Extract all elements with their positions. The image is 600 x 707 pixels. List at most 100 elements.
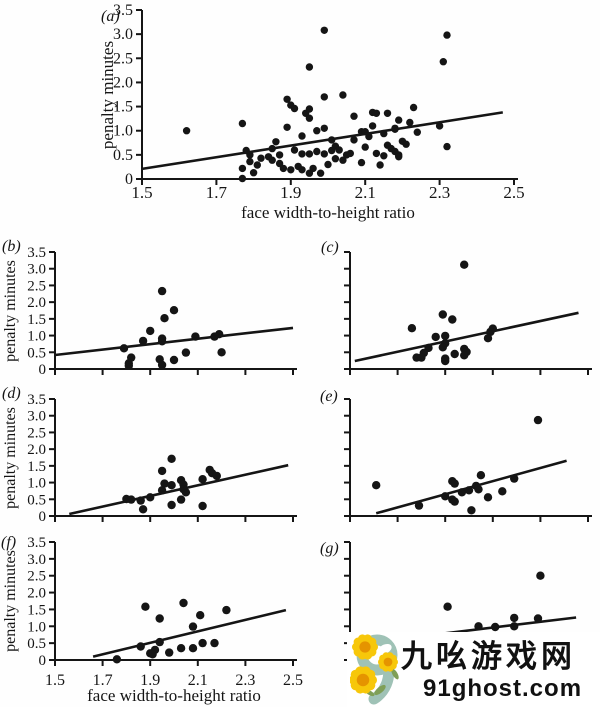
scatter-point — [407, 324, 417, 333]
scatter-point — [350, 112, 358, 120]
logo-flower — [352, 634, 378, 660]
scatter-point — [383, 109, 392, 118]
scatter-point — [533, 415, 543, 425]
scatter-point — [138, 505, 148, 514]
scatter-point — [160, 314, 169, 323]
y-tick-label: 1.5 — [113, 99, 133, 116]
scatter-point — [313, 147, 321, 156]
scatter-point — [476, 471, 486, 480]
y-tick-label: 3.0 — [113, 26, 133, 43]
scatter-point — [157, 466, 167, 476]
panel-label: (f) — [1, 534, 16, 551]
x-tick-label: 1.9 — [140, 672, 160, 689]
scatter-point — [268, 156, 276, 164]
scatter-point — [402, 140, 410, 148]
scatter-point — [196, 611, 205, 620]
x-tick-label: 1.5 — [131, 183, 152, 202]
y-tick-label: 0 — [39, 362, 47, 378]
scatter-point — [395, 153, 403, 161]
scatter-point — [290, 104, 299, 113]
watermark-site-name: 九吆游戏网 — [401, 639, 576, 674]
scatter-point — [483, 334, 493, 343]
scatter-point — [331, 155, 340, 163]
logo-highlight — [378, 643, 392, 655]
y-tick-label: 0.5 — [27, 636, 46, 652]
scatter-point — [146, 326, 155, 336]
y-tick-label: 2.0 — [27, 586, 46, 602]
panel-label: (d) — [2, 385, 21, 402]
scatter-point — [441, 356, 450, 366]
x-tick-label: 2.1 — [188, 672, 208, 689]
y-tick-label: 3.0 — [27, 262, 46, 278]
y-tick-label: 2.5 — [113, 50, 133, 67]
y-tick-label: 3.0 — [27, 409, 46, 425]
logo-flower — [350, 666, 377, 694]
scatter-point — [320, 93, 328, 101]
trend-line — [92, 608, 287, 658]
scatter-point — [167, 454, 176, 463]
scatter-point — [414, 501, 424, 510]
scatter-point — [435, 122, 444, 130]
scatter-point — [176, 644, 186, 653]
y-tick-label: 0.5 — [27, 345, 46, 361]
trend-line — [354, 311, 579, 363]
panel-label: (a) — [101, 8, 120, 25]
scatter-point — [376, 161, 384, 169]
y-tick-label: 2.0 — [113, 74, 133, 91]
scatter-point — [368, 122, 377, 130]
scatter-point — [157, 286, 167, 296]
y-tick-label: 3.5 — [27, 392, 46, 408]
scatter-point — [438, 343, 447, 352]
scatter-point — [169, 306, 179, 315]
scatter-point — [182, 127, 191, 135]
scatter-point — [188, 622, 198, 631]
y-tick-label: 0 — [125, 171, 133, 188]
y-tick-label: 0 — [39, 653, 47, 669]
y-tick-label: 3.5 — [113, 2, 133, 19]
y-tick-label: 0.5 — [27, 492, 46, 508]
scatter-point — [380, 152, 388, 160]
x-tick-label: 2.3 — [235, 672, 255, 689]
scatter-point — [246, 157, 254, 166]
panel-d: 00.51.01.52.02.53.03.5 (d) penalty minutes — [2, 385, 297, 525]
scatter-point — [339, 156, 347, 164]
scatter-point — [460, 260, 469, 269]
watermark: 九吆游戏网 91ghost.com — [347, 632, 600, 707]
panel-c: (c) — [321, 239, 592, 375]
panel-b: 00.51.01.52.02.53.03.5 (b) penalty minutes — [2, 238, 297, 378]
scatter-point — [474, 485, 483, 494]
y-axis-title: penalty minutes — [98, 41, 117, 149]
scatter-point — [439, 58, 447, 66]
y-axis-title: penalty minutes — [2, 260, 19, 362]
scatter-point — [409, 103, 418, 112]
y-tick-label: 2.0 — [27, 442, 46, 458]
scatter-point — [372, 481, 381, 490]
scatter-point — [313, 127, 321, 135]
y-tick-label: 1.5 — [27, 602, 46, 618]
scatter-point — [238, 119, 247, 128]
scatter-point — [148, 650, 157, 659]
scatter-point — [339, 91, 347, 99]
panel-a: 0 0.5 1.0 1.5 2.0 2.5 3.0 3.5 1.5 1.7 1.9 2.1 2.3 2.5… — [98, 2, 525, 222]
scatter-point — [176, 495, 186, 504]
scatter-point — [305, 114, 314, 122]
x-tick-label: 1.9 — [280, 183, 301, 202]
trend-line — [54, 326, 294, 357]
y-tick-label: 2.5 — [27, 569, 46, 585]
scatter-point — [498, 487, 507, 496]
y-tick-label: 1.0 — [27, 476, 46, 492]
scatter-point — [346, 149, 354, 158]
panel-label: (b) — [2, 238, 21, 255]
x-tick-label: 1.7 — [93, 672, 113, 689]
logo-leaf — [374, 684, 386, 696]
scatter-point — [275, 151, 284, 159]
y-tick-label: 2.0 — [27, 295, 46, 311]
scatter-point — [181, 488, 191, 497]
scatter-point — [283, 123, 291, 131]
scatter-point — [395, 116, 403, 124]
scatter-point — [141, 602, 150, 611]
scatter-point — [138, 336, 148, 346]
scatter-point — [483, 493, 493, 502]
scatter-point — [155, 614, 164, 623]
